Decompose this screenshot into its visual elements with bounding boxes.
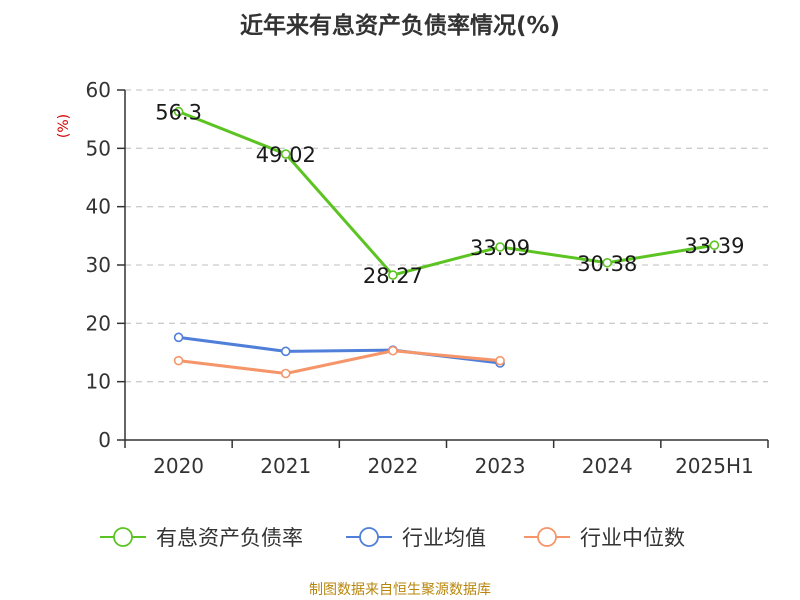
- data-label: 56.3: [155, 101, 202, 125]
- x-tick-label: 2024: [582, 454, 633, 478]
- legend-marker: [113, 527, 133, 547]
- legend-label: 行业均值: [402, 526, 486, 550]
- data-point: [388, 345, 398, 356]
- x-tick-label: 2025H1: [675, 454, 754, 478]
- data-point: [280, 149, 291, 159]
- data-label: 33.09: [470, 236, 530, 260]
- y-tick-label: 10: [86, 370, 111, 394]
- data-point: [173, 355, 184, 366]
- x-tick-label: 2021: [260, 454, 311, 478]
- data-point: [495, 355, 505, 366]
- axes: 0 10 20 30 40 50 60 (%) 2020 2021 2022 2023 2024 2025…: [56, 78, 769, 478]
- legend-marker: [537, 527, 557, 547]
- data-point: [280, 346, 291, 357]
- y-tick-label: 50: [86, 136, 111, 160]
- series-line: [178, 110, 715, 277]
- data-point: [173, 332, 184, 343]
- legend-label: 有息资产负债率: [156, 526, 303, 550]
- legend-marker: [359, 527, 379, 547]
- legend-label: 行业中位数: [580, 526, 685, 550]
- data-point: [602, 257, 613, 268]
- x-tick-label: 2020: [153, 454, 204, 478]
- series-lines: 56.3 49.02 28.27 33.09 30.38 33.39: [155, 101, 744, 379]
- data-point: [388, 270, 398, 280]
- data-point: [709, 240, 720, 251]
- x-tick-label: 2023: [475, 454, 526, 478]
- y-axis-unit: (%): [56, 114, 72, 138]
- y-tick-label: 0: [98, 428, 111, 452]
- series-line: [178, 349, 501, 375]
- y-tick-label: 60: [86, 78, 111, 102]
- y-tick-label: 30: [86, 253, 111, 277]
- chart-title: 近年来有息资产负债率情况(%): [239, 13, 561, 39]
- source-note: 制图数据来自恒生聚源数据库: [309, 582, 491, 598]
- x-tick-label: 2022: [367, 454, 418, 478]
- data-point: [173, 106, 184, 117]
- legend: 有息资产负债率 行业均值 行业中位数: [100, 526, 685, 550]
- data-label: 28.27: [363, 264, 423, 288]
- data-point: [495, 242, 505, 252]
- data-point: [280, 368, 291, 379]
- y-tick-label: 40: [86, 195, 111, 219]
- data-label: 33.39: [684, 234, 744, 258]
- grid-lines: [125, 89, 768, 383]
- data-label: 30.38: [577, 252, 637, 276]
- y-tick-label: 20: [86, 311, 111, 335]
- data-label: 49.02: [256, 143, 316, 167]
- series-line: [178, 335, 501, 365]
